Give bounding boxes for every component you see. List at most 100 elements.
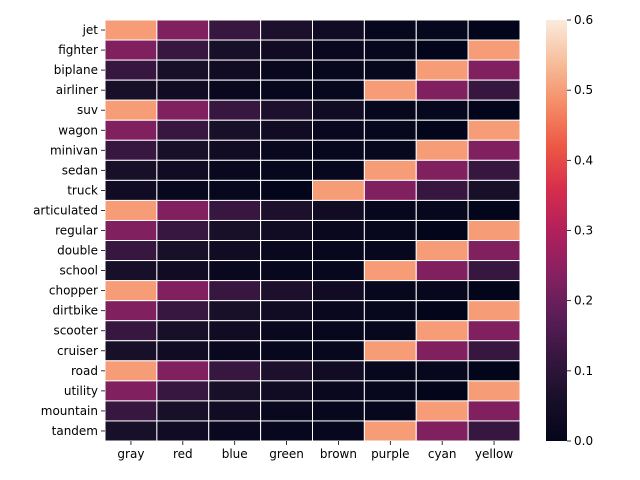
column-label-green: green	[269, 447, 304, 461]
heatmap-cell-jet-brown	[312, 19, 365, 41]
heatmap-cell-jet-purple	[363, 19, 417, 41]
heatmap-cell-utility-red	[156, 380, 210, 402]
heatmap-cell-minivan-gray	[104, 139, 158, 161]
row-label-tandem: tandem	[52, 424, 98, 438]
heatmap-cell-utility-brown	[312, 380, 365, 402]
heatmap-cell-regular-blue	[208, 219, 262, 242]
heatmap-cell-double-blue	[208, 240, 262, 262]
heatmap-cell-cruiser-blue	[208, 340, 262, 362]
heatmap-cell-utility-green	[260, 380, 313, 402]
heatmap-cell-minivan-green	[260, 139, 313, 161]
row-label-road: road	[71, 364, 98, 378]
heatmap-cell-dirtbike-green	[260, 300, 313, 322]
heatmap-cell-suv-blue	[208, 99, 262, 121]
colorbar: 0.0 0.1 0.2 0.3 0.4 0.5 0.6	[546, 13, 593, 448]
heatmap-cell-double-yellow	[467, 240, 521, 262]
heatmap-cell-dirtbike-gray	[104, 300, 158, 322]
heatmap-cell-suv-yellow	[467, 99, 521, 121]
heatmap-cell-truck-purple	[363, 179, 417, 201]
heatmap-cell-truck-blue	[208, 179, 262, 201]
heatmap-cell-scooter-brown	[312, 320, 365, 342]
heatmap-cell-airliner-purple	[363, 79, 417, 101]
heatmap-cell-mountain-red	[156, 400, 210, 422]
row-label-fighter: fighter	[58, 43, 98, 57]
column-label-purple: purple	[371, 447, 410, 461]
row-label-utility: utility	[64, 384, 98, 398]
row-label-wagon: wagon	[58, 123, 98, 137]
heatmap-cell-chopper-purple	[363, 280, 417, 302]
heatmap-cell-jet-blue	[208, 19, 262, 41]
heatmap-cell-school-brown	[312, 260, 365, 282]
heatmap-cell-utility-cyan	[415, 380, 469, 402]
heatmap-cell-utility-gray	[104, 380, 158, 402]
heatmap-cell-regular-gray	[104, 219, 158, 242]
heatmap-cell-school-cyan	[415, 260, 469, 282]
heatmap-cell-road-yellow	[467, 360, 521, 382]
heatmap-cell-scooter-blue	[208, 320, 262, 342]
heatmap-cell-road-purple	[363, 360, 417, 382]
heatmap-cell-regular-cyan	[415, 219, 469, 242]
heatmap-cell-chopper-cyan	[415, 280, 469, 302]
heatmap-cell-school-yellow	[467, 260, 521, 282]
row-label-chopper: chopper	[49, 284, 98, 298]
heatmap-cell-fighter-green	[260, 39, 313, 61]
heatmap-cell-tandem-cyan	[415, 420, 469, 442]
heatmap-cell-tandem-red	[156, 420, 210, 442]
heatmap-cell-sedan-blue	[208, 159, 262, 181]
heatmap-cell-cruiser-green	[260, 340, 313, 362]
heatmap-cell-articulated-yellow	[467, 199, 521, 221]
heatmap-cell-double-gray	[104, 240, 158, 262]
heatmap-cell-dirtbike-purple	[363, 300, 417, 322]
heatmap-cell-wagon-blue	[208, 119, 262, 141]
heatmap-cell-utility-blue	[208, 380, 262, 402]
row-label-mountain: mountain	[41, 404, 98, 418]
heatmap-cell-suv-gray	[104, 99, 158, 121]
heatmap-cell-sedan-yellow	[467, 159, 521, 181]
heatmap-cell-fighter-purple	[363, 39, 417, 61]
column-label-cyan: cyan	[428, 447, 457, 461]
heatmap-cell-regular-yellow	[467, 219, 521, 242]
column-label-blue: blue	[222, 447, 248, 461]
row-label-biplane: biplane	[54, 63, 98, 77]
heatmap-cell-biplane-cyan	[415, 59, 469, 81]
heatmap-cell-sedan-gray	[104, 159, 158, 181]
heatmap-cell-road-blue	[208, 360, 262, 382]
heatmap-cell-minivan-cyan	[415, 139, 469, 161]
heatmap-cell-airliner-gray	[104, 79, 158, 101]
heatmap-cell-airliner-yellow	[467, 79, 521, 101]
heatmap-cell-mountain-cyan	[415, 400, 469, 422]
heatmap-cell-tandem-purple	[363, 420, 417, 442]
heatmap-cell-jet-red	[156, 19, 210, 41]
heatmap-cell-school-red	[156, 260, 210, 282]
heatmap-cell-dirtbike-cyan	[415, 300, 469, 322]
heatmap-cell-biplane-purple	[363, 59, 417, 81]
colorbar-tick-label: 0.5	[574, 83, 593, 97]
heatmap-cell-truck-cyan	[415, 179, 469, 201]
heatmap-cell-road-green	[260, 360, 313, 382]
row-label-regular: regular	[55, 224, 98, 238]
heatmap-cell-articulated-red	[156, 199, 210, 221]
heatmap-cell-fighter-blue	[208, 39, 262, 61]
heatmap-cell-scooter-red	[156, 320, 210, 342]
colorbar-tick-label: 0.0	[574, 434, 593, 448]
heatmap-cell-articulated-cyan	[415, 199, 469, 221]
heatmap-cell-wagon-gray	[104, 119, 158, 141]
heatmap-cell-tandem-yellow	[467, 420, 521, 442]
heatmap-cell-cruiser-yellow	[467, 340, 521, 362]
heatmap-cell-suv-brown	[312, 99, 365, 121]
heatmap-cell-fighter-brown	[312, 39, 365, 61]
heatmap-cell-chopper-red	[156, 280, 210, 302]
heatmap-cell-sedan-purple	[363, 159, 417, 181]
heatmap-cell-cruiser-purple	[363, 340, 417, 362]
heatmap-cell-fighter-yellow	[467, 39, 521, 61]
heatmap-cell-school-purple	[363, 260, 417, 282]
heatmap-cell-minivan-yellow	[467, 139, 521, 161]
row-label-dirtbike: dirtbike	[53, 304, 98, 318]
heatmap-cell-airliner-brown	[312, 79, 365, 101]
heatmap-cell-suv-red	[156, 99, 210, 121]
heatmap-cell-fighter-red	[156, 39, 210, 61]
heatmap-cell-tandem-green	[260, 420, 313, 442]
heatmap-cell-dirtbike-blue	[208, 300, 262, 322]
heatmap-cell-road-brown	[312, 360, 365, 382]
heatmap-cell-road-gray	[104, 360, 158, 382]
